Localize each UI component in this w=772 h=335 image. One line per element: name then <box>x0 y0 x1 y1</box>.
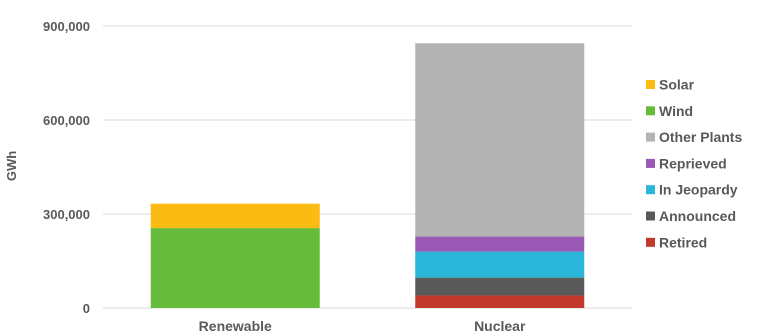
y-tick-label: 900,000 <box>43 19 90 34</box>
y-tick-label: 0 <box>83 301 90 316</box>
y-axis-ticks: 0 300,000 600,000 900,000 <box>43 19 90 316</box>
legend-swatch <box>646 132 655 142</box>
legend-swatch <box>646 80 655 89</box>
legend-swatch <box>646 237 655 247</box>
legend-label: Retired <box>659 234 707 250</box>
category-label: Renewable <box>199 318 272 334</box>
bar-segment-other-plants-nuclear <box>415 43 585 237</box>
bar-segment-retired-nuclear <box>415 295 585 308</box>
legend-swatch <box>646 211 655 221</box>
bar-segment-wind-renewable <box>150 228 320 308</box>
legend-label: Wind <box>659 103 693 119</box>
legend: Solar Wind Other Plants Reprieved In Jeopard… <box>646 77 742 250</box>
bar-segment-reprieved-nuclear <box>415 236 585 252</box>
legend-label: Reprieved <box>659 155 727 171</box>
legend-swatch <box>646 158 655 168</box>
category-label: Nuclear <box>474 318 526 334</box>
bars <box>150 43 585 308</box>
y-axis-title: GWh <box>4 151 19 181</box>
legend-label: In Jeopardy <box>659 182 738 198</box>
legend-label: Other Plants <box>659 129 742 145</box>
bar-segment-solar-renewable <box>150 203 320 229</box>
bar-segment-announced-nuclear <box>415 277 585 296</box>
y-tick-label: 300,000 <box>43 207 90 222</box>
legend-label: Solar <box>659 77 695 93</box>
legend-swatch <box>646 185 655 195</box>
y-tick-label: 600,000 <box>43 113 90 128</box>
category-labels: Renewable Nuclear <box>199 318 526 334</box>
legend-label: Announced <box>659 208 736 224</box>
bar-segment-in-jeopardy-nuclear <box>415 251 585 278</box>
legend-swatch <box>646 106 655 116</box>
